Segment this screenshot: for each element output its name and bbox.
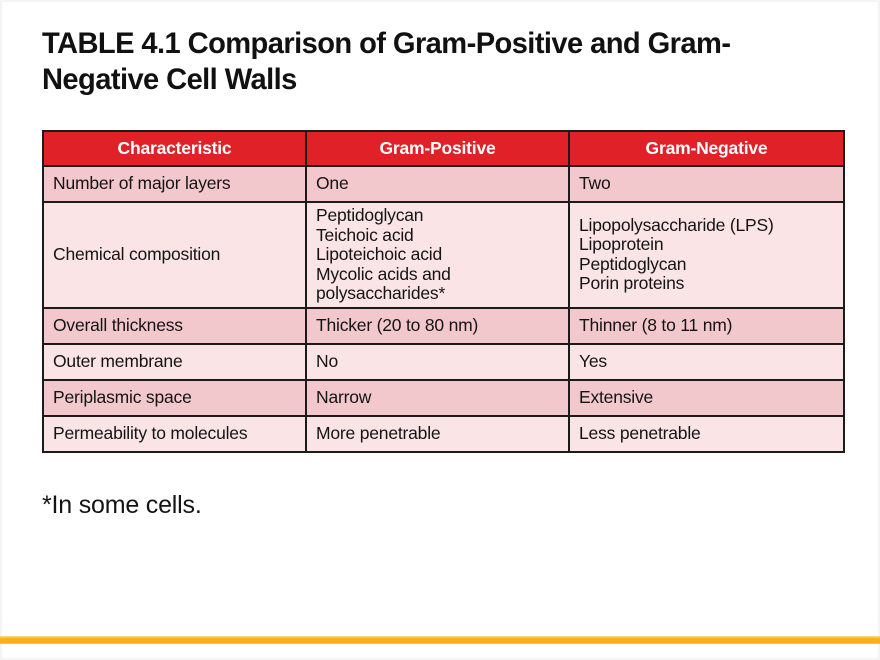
header-cell-characteristic: Characteristic bbox=[42, 130, 307, 167]
table-header-row: Characteristic Gram-Positive Gram-Negati… bbox=[42, 130, 845, 167]
table-row-periplasmic-space: Periplasmic space Narrow Extensive bbox=[42, 378, 845, 417]
cell-characteristic: Periplasmic space bbox=[42, 378, 307, 417]
comparison-table: Characteristic Gram-Positive Gram-Negati… bbox=[42, 130, 845, 453]
header-cell-gram-negative: Gram-Negative bbox=[568, 130, 845, 167]
header-cell-gram-positive: Gram-Positive bbox=[305, 130, 570, 167]
table-row-permeability: Permeability to molecules More penetrabl… bbox=[42, 414, 845, 453]
cell-characteristic: Overall thickness bbox=[42, 306, 307, 345]
cell-gram-positive: Narrow bbox=[305, 378, 570, 417]
cell-gram-positive: No bbox=[305, 342, 570, 381]
cell-gram-negative: Extensive bbox=[568, 378, 845, 417]
cell-characteristic: Permeability to molecules bbox=[42, 414, 307, 453]
cell-gram-positive: Thicker (20 to 80 nm) bbox=[305, 306, 570, 345]
table-row-chemical-composition: Chemical composition Peptidoglycan Teich… bbox=[42, 201, 845, 309]
cell-characteristic: Chemical composition bbox=[42, 201, 307, 309]
table-row-number-of-major-layers: Number of major layers One Two bbox=[42, 165, 845, 203]
cell-gram-positive: More penetrable bbox=[305, 414, 570, 453]
slide-title: TABLE 4.1 Comparison of Gram-Positive an… bbox=[42, 27, 731, 96]
cell-gram-negative: Lipopolysaccharide (LPS) Lipoprotein Pep… bbox=[568, 201, 845, 309]
cell-gram-positive: One bbox=[305, 165, 570, 203]
table-row-overall-thickness: Overall thickness Thicker (20 to 80 nm) … bbox=[42, 306, 845, 345]
cell-gram-positive: Peptidoglycan Teichoic acid Lipoteichoic… bbox=[305, 201, 570, 309]
cell-gram-negative: Thinner (8 to 11 nm) bbox=[568, 306, 845, 345]
table-row-outer-membrane: Outer membrane No Yes bbox=[42, 342, 845, 381]
cell-gram-negative: Less penetrable bbox=[568, 414, 845, 453]
cell-characteristic: Number of major layers bbox=[42, 165, 307, 203]
cell-characteristic: Outer membrane bbox=[42, 342, 307, 381]
footnote: *In some cells. bbox=[42, 491, 202, 519]
cell-gram-negative: Yes bbox=[568, 342, 845, 381]
bottom-accent-bar bbox=[0, 636, 880, 644]
cell-gram-negative: Two bbox=[568, 165, 845, 203]
